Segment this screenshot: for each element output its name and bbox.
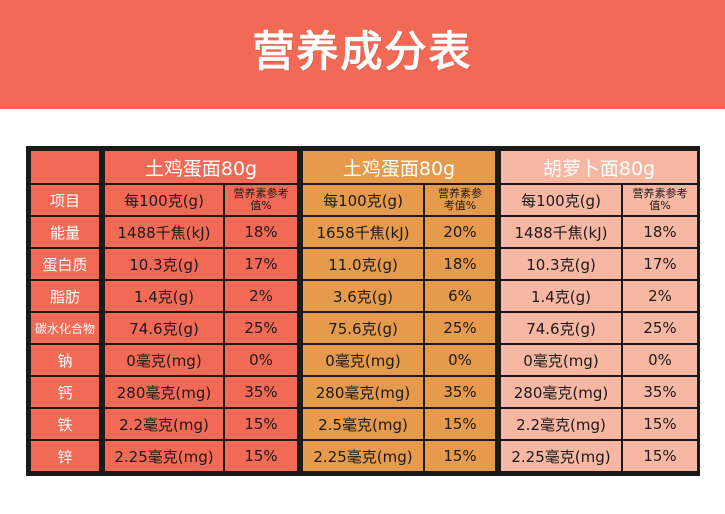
nrv-header: 营养素参考值% (621, 183, 699, 217)
per100-value: 1.4克(g) (495, 279, 623, 313)
header-corner (29, 149, 103, 185)
per100-value: 74.6克(g) (99, 311, 225, 345)
nrv-value: 0% (423, 343, 499, 377)
nutrient-label: 铁 (29, 407, 103, 441)
nrv-value: 18% (621, 215, 699, 249)
table-row: 铁 2.2毫克(mg) 15% 2.5毫克(mg) 15% 2.2毫克(mg) 15% (29, 407, 699, 441)
row-label: 项目 (29, 183, 103, 217)
nrv-value: 15% (223, 407, 301, 441)
nrv-value: 18% (423, 247, 499, 281)
per100-value: 280毫克(mg) (297, 375, 425, 409)
nrv-value: 15% (223, 439, 301, 473)
nrv-header: 营养素参考值% (423, 183, 499, 217)
nutrient-label: 钠 (29, 343, 103, 377)
product-name-1: 土鸡蛋面80g (99, 149, 301, 185)
nutrient-label: 碳水化合物 (29, 311, 103, 345)
per100-value: 2.25毫克(mg) (297, 439, 425, 473)
nrv-value: 18% (223, 215, 301, 249)
per100-value: 74.6克(g) (495, 311, 623, 345)
nutrition-table: 土鸡蛋面80g 土鸡蛋面80g 胡萝卜面80g 项目 每100克(g) 营养素参… (26, 146, 700, 476)
per100-value: 1.4克(g) (99, 279, 225, 313)
per100-value: 3.6克(g) (297, 279, 425, 313)
nrv-value: 15% (423, 439, 499, 473)
nrv-value: 2% (223, 279, 301, 313)
product-name-2: 土鸡蛋面80g (297, 149, 499, 185)
nrv-value: 17% (223, 247, 301, 281)
table-row: 能量 1488千焦(kJ) 18% 1658千焦(kJ) 20% 1488千焦(kJ) 18… (29, 215, 699, 249)
nutrient-label: 脂肪 (29, 279, 103, 313)
per100-value: 0毫克(mg) (495, 343, 623, 377)
nutrient-label: 能量 (29, 215, 103, 249)
nrv-value: 25% (423, 311, 499, 345)
per100-header: 每100克(g) (495, 183, 623, 217)
per100-value: 2.2毫克(mg) (99, 407, 225, 441)
page-title: 营养成分表 (252, 27, 473, 76)
per100-value: 0毫克(mg) (297, 343, 425, 377)
per100-value: 2.25毫克(mg) (99, 439, 225, 473)
per100-value: 1488千焦(kJ) (495, 215, 623, 249)
nrv-value: 17% (621, 247, 699, 281)
table-row: 蛋白质 10.3克(g) 17% 11.0克(g) 18% 10.3克(g) 17% (29, 247, 699, 281)
nrv-value: 35% (423, 375, 499, 409)
nutrient-label: 钙 (29, 375, 103, 409)
per100-value: 0毫克(mg) (99, 343, 225, 377)
per100-header: 每100克(g) (297, 183, 425, 217)
nrv-header: 营养素参考值% (223, 183, 301, 217)
per100-value: 11.0克(g) (297, 247, 425, 281)
nrv-value: 20% (423, 215, 499, 249)
table-row: 钠 0毫克(mg) 0% 0毫克(mg) 0% 0毫克(mg) 0% (29, 343, 699, 377)
per100-value: 1658千焦(kJ) (297, 215, 425, 249)
product-header-row: 土鸡蛋面80g 土鸡蛋面80g 胡萝卜面80g (29, 149, 699, 185)
per100-value: 2.25毫克(mg) (495, 439, 623, 473)
per100-value: 10.3克(g) (99, 247, 225, 281)
nrv-value: 0% (223, 343, 301, 377)
per100-value: 2.5毫克(mg) (297, 407, 425, 441)
nrv-value: 6% (423, 279, 499, 313)
per100-value: 75.6克(g) (297, 311, 425, 345)
nrv-value: 15% (423, 407, 499, 441)
nrv-value: 15% (621, 407, 699, 441)
title-banner: 营养成分表 (0, 0, 725, 109)
per100-value: 280毫克(mg) (495, 375, 623, 409)
nrv-value: 2% (621, 279, 699, 313)
table-row: 钙 280毫克(mg) 35% 280毫克(mg) 35% 280毫克(mg) 35% (29, 375, 699, 409)
nrv-value: 25% (621, 311, 699, 345)
per100-value: 1488千焦(kJ) (99, 215, 225, 249)
per100-value: 2.2毫克(mg) (495, 407, 623, 441)
table-row: 脂肪 1.4克(g) 2% 3.6克(g) 6% 1.4克(g) 2% (29, 279, 699, 313)
nutrient-label: 锌 (29, 439, 103, 473)
table-row: 锌 2.25毫克(mg) 15% 2.25毫克(mg) 15% 2.25毫克(mg) 15% (29, 439, 699, 473)
product-name-3: 胡萝卜面80g (495, 149, 699, 185)
per100-value: 280毫克(mg) (99, 375, 225, 409)
column-header-row: 项目 每100克(g) 营养素参考值% 每100克(g) 营养素参考值% 每10… (29, 183, 699, 217)
per100-header: 每100克(g) (99, 183, 225, 217)
nrv-value: 25% (223, 311, 301, 345)
nrv-value: 35% (223, 375, 301, 409)
nrv-value: 0% (621, 343, 699, 377)
nrv-value: 35% (621, 375, 699, 409)
nutrient-label: 蛋白质 (29, 247, 103, 281)
per100-value: 10.3克(g) (495, 247, 623, 281)
table-row: 碳水化合物 74.6克(g) 25% 75.6克(g) 25% 74.6克(g) 25% (29, 311, 699, 345)
nrv-value: 15% (621, 439, 699, 473)
